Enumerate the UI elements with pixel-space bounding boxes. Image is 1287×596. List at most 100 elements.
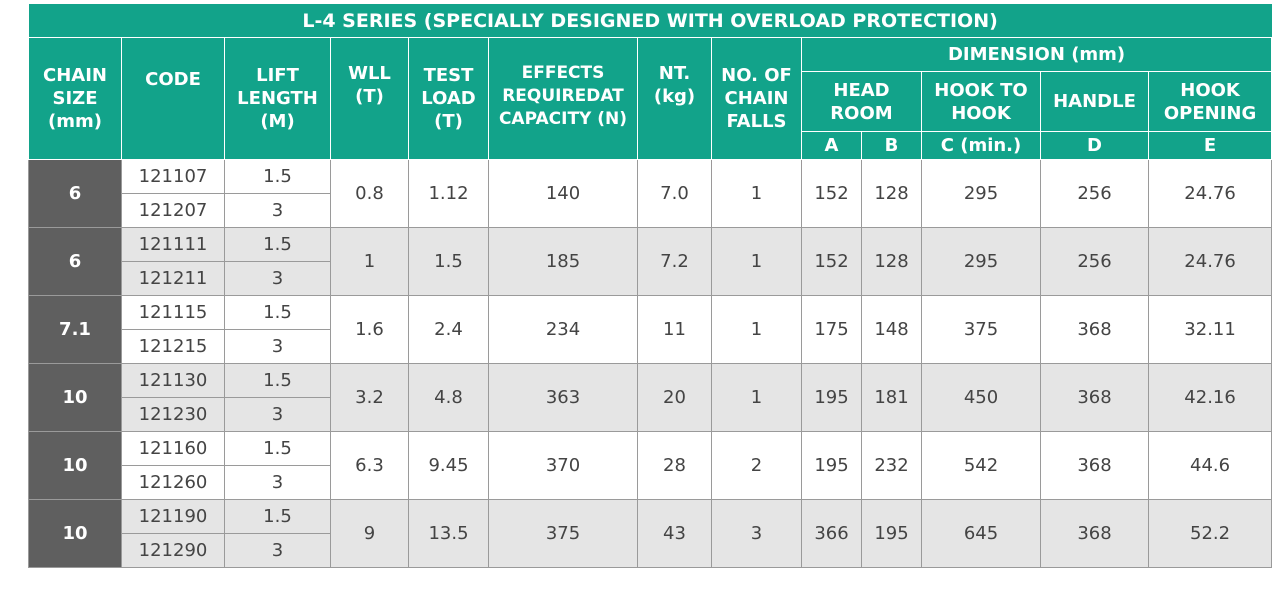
table-row: 7.1 121115 1.5 1.6 2.4 234 11 1 175 148 375 368 32.1… <box>28 295 1273 364</box>
code-cell: 121190 <box>121 499 225 534</box>
dim-e-cell: 32.11 <box>1147 295 1273 364</box>
dim-a-cell: 195 <box>801 431 862 500</box>
dim-a-cell: 366 <box>801 499 862 568</box>
wll-cell: 9 <box>330 499 409 568</box>
dim-b-cell: 195 <box>861 499 922 568</box>
dim-b-cell: 128 <box>861 159 922 228</box>
dim-e-cell: 44.6 <box>1147 431 1273 500</box>
lift-length-cell: 3 <box>224 261 331 296</box>
header-code: CODE <box>121 37 225 160</box>
test-load-cell: 13.5 <box>408 499 489 568</box>
code-cell: 121130 <box>121 363 225 398</box>
lift-length-cell: 1.5 <box>224 227 331 262</box>
table-row: 121215 3 <box>29 329 1272 364</box>
test-load-cell: 2.4 <box>408 295 489 364</box>
nt-cell: 20 <box>637 363 712 432</box>
test-load-cell: 1.5 <box>408 227 489 296</box>
lift-length-cell: 1.5 <box>224 295 331 330</box>
wll-cell: 6.3 <box>330 431 409 500</box>
dim-c-cell: 295 <box>921 159 1041 228</box>
dim-d-cell: 368 <box>1040 295 1149 364</box>
dim-b-cell: 232 <box>861 431 922 500</box>
chain-size-cell: 10 <box>28 499 122 568</box>
chain-size-cell: 10 <box>28 363 122 432</box>
header-hook-to-hook: HOOK TO HOOK <box>921 71 1041 132</box>
dim-a-cell: 175 <box>801 295 862 364</box>
dim-c-cell: 450 <box>921 363 1041 432</box>
header-hook-opening: HOOK OPENING <box>1147 71 1273 132</box>
code-cell: 121230 <box>121 397 225 432</box>
spec-table: L-4 SERIES (SPECIALLY DESIGNED WITH OVER… <box>28 4 1273 568</box>
dim-e-cell: 42.16 <box>1147 363 1273 432</box>
dim-c-cell: 542 <box>921 431 1041 500</box>
table-body: 6 121107 1.5 0.8 1.12 140 7.0 1 152 128 295 256 24.7… <box>28 159 1273 568</box>
header-chain-size: CHAIN SIZE (mm) <box>28 37 122 160</box>
code-cell: 121290 <box>121 533 225 568</box>
header-e: E <box>1147 131 1273 160</box>
dim-d-cell: 368 <box>1040 431 1149 500</box>
spec-table-container: L-4 SERIES (SPECIALLY DESIGNED WITH OVER… <box>28 4 1273 568</box>
test-load-cell: 4.8 <box>408 363 489 432</box>
effects-cell: 375 <box>488 499 638 568</box>
lift-length-cell: 3 <box>224 397 331 432</box>
lift-length-cell: 3 <box>224 329 331 364</box>
lift-length-cell: 3 <box>224 533 331 568</box>
dim-b-cell: 181 <box>861 363 922 432</box>
effects-cell: 185 <box>488 227 638 296</box>
table-row: 121207 3 <box>29 193 1272 228</box>
code-cell: 121260 <box>121 465 225 500</box>
lift-length-cell: 3 <box>224 193 331 228</box>
dim-c-cell: 295 <box>921 227 1041 296</box>
nt-cell: 11 <box>637 295 712 364</box>
table-title: L-4 SERIES (SPECIALLY DESIGNED WITH OVER… <box>28 4 1272 38</box>
header-b: B <box>861 131 922 160</box>
dim-d-cell: 368 <box>1040 499 1149 568</box>
table-row: 121290 3 <box>29 533 1272 568</box>
header-a: A <box>801 131 862 160</box>
lift-length-cell: 1.5 <box>224 499 331 534</box>
header-effects-capacity: EFFECTS REQUIREDAT CAPACITY (N) <box>488 37 638 160</box>
dim-a-cell: 152 <box>801 227 862 296</box>
dim-c-cell: 375 <box>921 295 1041 364</box>
code-cell: 121160 <box>121 431 225 466</box>
dim-e-cell: 24.76 <box>1147 227 1273 296</box>
header-chain-falls: NO. OF CHAIN FALLS <box>711 37 802 160</box>
chain-falls-cell: 1 <box>711 159 802 228</box>
dim-d-cell: 256 <box>1040 159 1149 228</box>
table-header: L-4 SERIES (SPECIALLY DESIGNED WITH OVER… <box>28 4 1273 160</box>
chain-falls-cell: 2 <box>711 431 802 500</box>
chain-size-cell: 6 <box>28 227 122 296</box>
header-d: D <box>1040 131 1149 160</box>
table-row: 121211 3 <box>29 261 1272 296</box>
effects-cell: 370 <box>488 431 638 500</box>
wll-cell: 1 <box>330 227 409 296</box>
wll-cell: 3.2 <box>330 363 409 432</box>
header-wll: WLL (T) <box>330 37 409 160</box>
code-cell: 121207 <box>121 193 225 228</box>
code-cell: 121107 <box>121 159 225 194</box>
dim-e-cell: 24.76 <box>1147 159 1273 228</box>
lift-length-cell: 1.5 <box>224 431 331 466</box>
chain-falls-cell: 1 <box>711 363 802 432</box>
code-cell: 121115 <box>121 295 225 330</box>
header-head-room: HEAD ROOM <box>801 71 922 132</box>
chain-falls-cell: 1 <box>711 227 802 296</box>
lift-length-cell: 3 <box>224 465 331 500</box>
table-row: 6 121111 1.5 1 1.5 185 7.2 1 152 128 295 256 24.76 <box>28 227 1273 296</box>
header-test-load: TEST LOAD (T) <box>408 37 489 160</box>
lift-length-cell: 1.5 <box>224 363 331 398</box>
dim-d-cell: 256 <box>1040 227 1149 296</box>
effects-cell: 234 <box>488 295 638 364</box>
dim-b-cell: 148 <box>861 295 922 364</box>
dim-a-cell: 195 <box>801 363 862 432</box>
dim-b-cell: 128 <box>861 227 922 296</box>
code-cell: 121215 <box>121 329 225 364</box>
dim-a-cell: 152 <box>801 159 862 228</box>
nt-cell: 28 <box>637 431 712 500</box>
chain-falls-cell: 3 <box>711 499 802 568</box>
lift-length-cell: 1.5 <box>224 159 331 194</box>
code-cell: 121211 <box>121 261 225 296</box>
header-lift-length: LIFT LENGTH (M) <box>224 37 331 160</box>
dim-c-cell: 645 <box>921 499 1041 568</box>
wll-cell: 1.6 <box>330 295 409 364</box>
